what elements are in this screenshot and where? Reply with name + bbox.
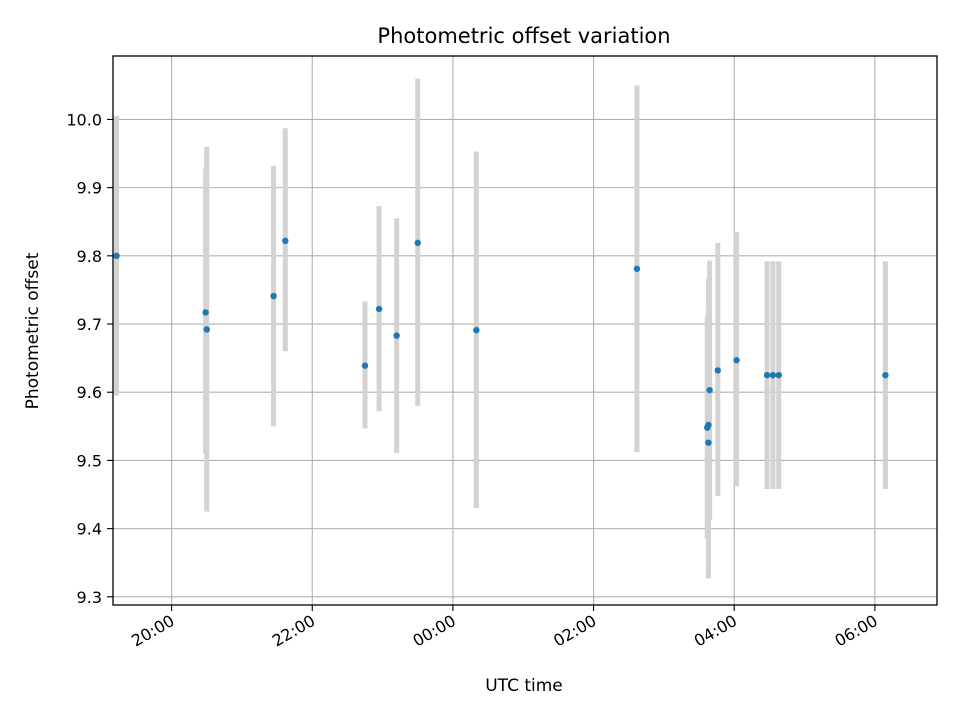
data-point <box>705 439 712 446</box>
data-point <box>733 356 740 364</box>
y-tick-label: 9.8 <box>77 247 102 266</box>
data-point <box>270 292 277 300</box>
x-tick-label: 20:00 <box>128 611 177 651</box>
data-point <box>714 367 722 374</box>
y-tick-label: 9.4 <box>77 520 102 539</box>
x-tick-label: 00:00 <box>409 611 458 651</box>
x-tick-label: 02:00 <box>550 611 599 651</box>
y-tick-label: 9.5 <box>77 451 102 470</box>
data-point <box>414 239 421 247</box>
y-tick-label: 9.9 <box>77 179 102 198</box>
data-point <box>763 371 771 379</box>
axis-ticks: 20:00 22:00 00:00 02:00 04:00 06:00 9.3 9.4 9.5 9… <box>66 110 881 650</box>
y-axis-label: Photometric offset <box>23 252 43 409</box>
data-points <box>113 237 889 446</box>
x-tick-label: 06:00 <box>831 611 880 651</box>
data-point <box>282 237 289 245</box>
data-point <box>769 371 777 379</box>
error-bars <box>114 78 888 579</box>
data-point <box>705 421 712 429</box>
data-point <box>473 326 480 334</box>
y-tick-label: 9.6 <box>77 383 102 402</box>
data-point <box>775 371 782 379</box>
plot-frame <box>112 55 938 606</box>
data-point <box>393 332 400 339</box>
x-tick-label: 22:00 <box>269 611 318 651</box>
x-axis-label: UTC time <box>485 676 563 696</box>
data-point <box>375 305 383 313</box>
y-tick-label: 9.7 <box>77 315 102 334</box>
y-tick-label: 9.3 <box>77 588 102 607</box>
data-point <box>633 265 641 272</box>
x-tick-label: 04:00 <box>691 611 740 651</box>
data-point <box>203 326 210 333</box>
data-point <box>113 252 120 260</box>
data-point <box>361 362 369 369</box>
y-tick-label: 10.0 <box>66 110 102 129</box>
chart-title: Photometric offset variation <box>377 24 670 48</box>
grid <box>113 56 937 605</box>
data-point <box>882 371 889 379</box>
data-point <box>202 309 209 316</box>
data-point <box>706 386 713 394</box>
